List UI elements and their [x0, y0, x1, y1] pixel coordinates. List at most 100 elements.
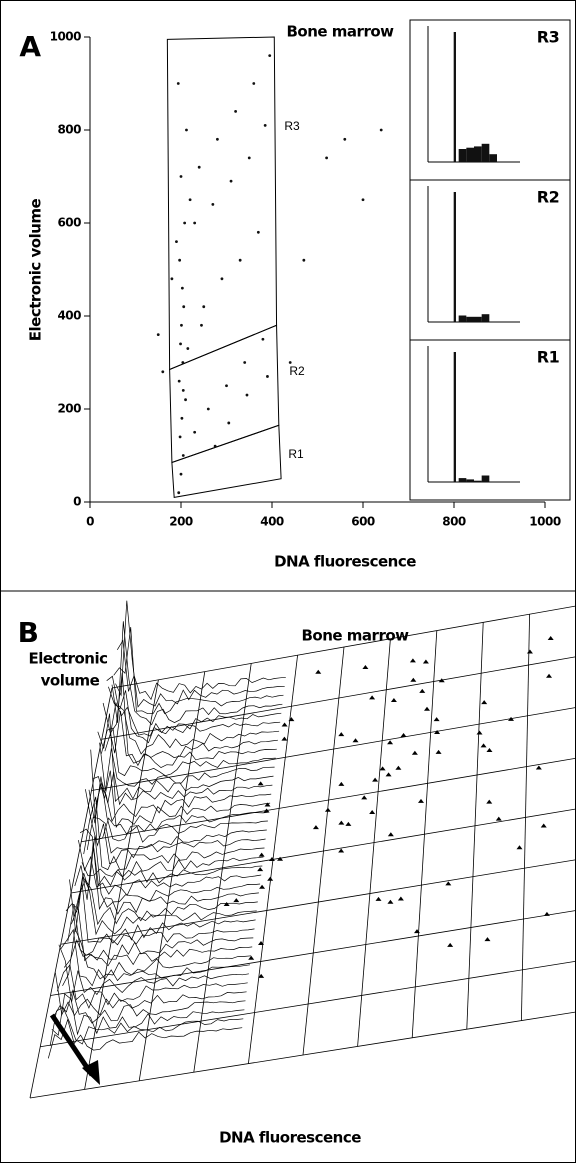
- hist-bar: [459, 149, 467, 162]
- point: [193, 222, 196, 225]
- surface-line: [105, 673, 278, 763]
- surface-speck: [423, 660, 429, 664]
- point: [179, 436, 182, 439]
- surface-line: [94, 785, 271, 821]
- surface-speck: [259, 885, 265, 889]
- surface-speck: [380, 766, 386, 770]
- point: [266, 375, 269, 378]
- surface-speck: [325, 808, 331, 812]
- grid-line: [71, 809, 576, 893]
- surface-speck: [362, 665, 368, 669]
- hist-bar: [489, 154, 497, 162]
- surface-speck: [424, 707, 430, 711]
- surface-speck: [544, 912, 550, 916]
- inset-label: R2: [537, 188, 559, 207]
- surface-speck: [369, 810, 375, 814]
- surface-speck: [481, 743, 487, 747]
- y-tick-label: 800: [57, 123, 81, 137]
- surface-speck: [259, 853, 265, 857]
- gate-label: R3: [284, 119, 300, 133]
- surface-line: [108, 687, 280, 743]
- hist-bar: [466, 148, 474, 162]
- point: [202, 305, 205, 308]
- point: [180, 175, 183, 178]
- x-tick-label: 800: [442, 515, 466, 529]
- point: [171, 277, 174, 280]
- hist-bar: [474, 317, 482, 322]
- surface-speck: [282, 722, 288, 726]
- y-axis-label: Electronic volume: [27, 198, 45, 341]
- surface-speck: [447, 943, 453, 947]
- hist-bar: [482, 314, 490, 322]
- point: [243, 361, 246, 364]
- surface-speck: [391, 698, 397, 702]
- surface-speck: [315, 670, 321, 674]
- surface-line: [116, 601, 285, 707]
- hist-bar: [454, 32, 456, 162]
- panel-b: B Bone marrow Electronic volume DNA fluo…: [18, 601, 576, 1147]
- surface-speck: [412, 751, 418, 755]
- surface-speck: [345, 822, 351, 826]
- surface-speck: [477, 730, 483, 734]
- chart-title: Bone marrow: [286, 23, 394, 41]
- point: [179, 343, 182, 346]
- point: [302, 259, 305, 262]
- hist-bar: [459, 316, 467, 323]
- point: [178, 259, 181, 262]
- point: [325, 157, 328, 160]
- gate-label: R1: [288, 447, 304, 461]
- hist-bar: [482, 476, 490, 483]
- surface-speck: [401, 733, 407, 737]
- point: [193, 431, 196, 434]
- hist-bar: [466, 479, 474, 482]
- point: [362, 198, 365, 201]
- surface-line: [84, 797, 265, 870]
- y-tick-label: 0: [73, 495, 81, 509]
- surface-speck: [436, 750, 442, 754]
- point: [207, 408, 210, 411]
- grid-line: [112, 606, 576, 688]
- hist-bar: [459, 478, 467, 482]
- point: [264, 124, 267, 127]
- point: [214, 445, 217, 448]
- point: [178, 380, 181, 383]
- grid-line: [92, 708, 576, 791]
- surface-line: [59, 945, 249, 1003]
- x-axis-label: DNA fluorescence: [274, 553, 416, 571]
- surface-speck: [484, 937, 490, 941]
- hist-bar: [482, 144, 490, 162]
- x-tick-label: 400: [260, 515, 284, 529]
- point: [175, 240, 178, 243]
- y-tick-label: 600: [57, 216, 81, 230]
- surface-speck: [536, 765, 542, 769]
- surface-speck: [338, 821, 344, 825]
- surface-speck: [372, 778, 378, 782]
- surface-speck: [486, 800, 492, 804]
- surface-speck: [338, 782, 344, 786]
- point: [181, 287, 184, 290]
- surface-speck: [369, 695, 375, 699]
- point: [180, 473, 183, 476]
- point: [211, 203, 214, 206]
- surface-speck: [387, 740, 393, 744]
- surface-speck: [541, 823, 547, 827]
- surface-speck: [258, 781, 264, 785]
- y-tick-label: 200: [57, 402, 81, 416]
- point: [180, 324, 183, 327]
- x-tick-label: 200: [169, 515, 193, 529]
- point: [198, 166, 201, 169]
- point: [221, 277, 224, 280]
- surface-speck: [338, 732, 344, 736]
- point: [239, 259, 242, 262]
- inset-label: R3: [537, 28, 559, 47]
- point: [262, 338, 265, 341]
- z-axis-label: Electronic: [28, 650, 107, 668]
- hist-bar: [466, 317, 474, 322]
- point: [182, 305, 185, 308]
- surface-speck: [398, 896, 404, 900]
- point: [186, 347, 189, 350]
- grid-line: [102, 657, 576, 740]
- panel-label: A: [19, 30, 41, 63]
- point: [161, 370, 164, 373]
